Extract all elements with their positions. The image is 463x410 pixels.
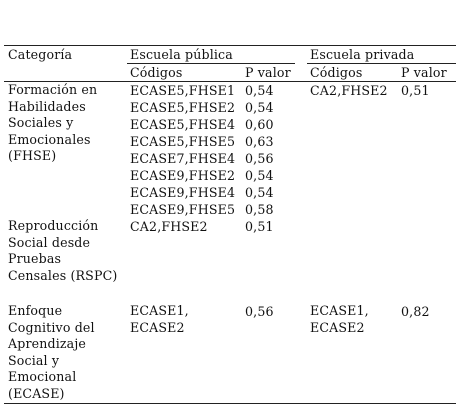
priv-code-ecase: ECASE1, ECASE2: [310, 303, 369, 335]
pub-code-6: ECASE9,FHSE2: [130, 168, 236, 183]
header-codigos-privada: Códigos: [310, 65, 363, 80]
pub-p-8: 0,58: [245, 202, 274, 217]
pub-code-8: ECASE9,FHSE5: [130, 202, 236, 217]
pub-code-7: ECASE9,FHSE4: [130, 185, 236, 200]
pub-code-1: ECASE5,FHSE1: [130, 83, 236, 98]
header-escuela-privada: Escuela privada: [310, 47, 415, 62]
priv-p-1: 0,51: [401, 83, 430, 98]
category-fhse: Formación en Habilidades Sociales y Emoc…: [8, 82, 98, 164]
pub-p-4: 0,63: [245, 134, 274, 149]
pub-p-3: 0,60: [245, 117, 274, 132]
header-pvalor-publica: P valor: [245, 65, 291, 80]
pub-p-2: 0,54: [245, 100, 274, 115]
pub-code-ecase: ECASE1, ECASE2: [130, 303, 189, 335]
pub-p-5: 0,56: [245, 151, 274, 166]
pub-code-3: ECASE5,FHSE4: [130, 117, 236, 132]
category-rspc: Reproducción Social desde Pruebas Censal…: [8, 218, 118, 283]
subrule-privada: [307, 63, 456, 64]
header-escuela-publica: Escuela pública: [130, 47, 233, 62]
pub-code-rspc: CA2,FHSE2: [130, 219, 208, 234]
pub-code-5: ECASE7,FHSE4: [130, 151, 236, 166]
header-codigos-publica: Códigos: [130, 65, 183, 80]
pub-code-2: ECASE5,FHSE2: [130, 100, 236, 115]
pub-p-7: 0,54: [245, 185, 274, 200]
bottom-rule: [4, 403, 456, 404]
pub-p-1: 0,54: [245, 83, 274, 98]
header-categoria: Categoría: [8, 47, 73, 62]
subrule-publica: [127, 63, 295, 64]
top-rule: [4, 45, 456, 46]
pub-p-6: 0,54: [245, 168, 274, 183]
pub-p-rspc: 0,51: [245, 219, 274, 234]
header-bottom-rule: [4, 81, 456, 82]
pub-p-ecase: 0,56: [245, 304, 274, 319]
priv-p-ecase: 0,82: [401, 304, 430, 319]
category-ecase: Enfoque Cognitivo del Aprendizaje Social…: [8, 303, 95, 401]
priv-code-1: CA2,FHSE2: [310, 83, 388, 98]
pub-code-4: ECASE5,FHSE5: [130, 134, 236, 149]
header-pvalor-privada: P valor: [401, 65, 447, 80]
